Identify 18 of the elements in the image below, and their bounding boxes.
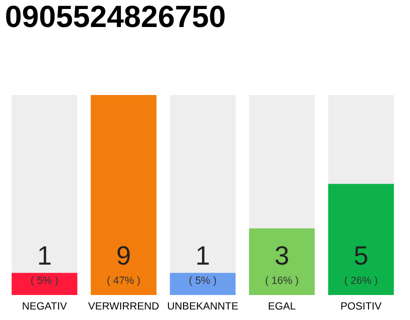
annotation: ( 5% )	[190, 276, 216, 286]
annotation: ( 16% )	[266, 276, 298, 286]
annotation: ( 5% )	[31, 276, 58, 286]
data-label: 5	[354, 246, 368, 265]
x-tick-label: UNBEKANNTE	[168, 302, 238, 310]
x-tick-label: EGAL	[268, 302, 296, 310]
chart-title: 0905524826750	[6, 6, 225, 28]
x-tick-label: VERWIRREND	[88, 302, 159, 310]
annotation: ( 26% )	[344, 276, 378, 286]
bar	[12, 272, 78, 296]
data-label: 1	[39, 246, 51, 265]
x-tick-label: NEGATIV	[22, 302, 67, 310]
data-label: 9	[118, 246, 130, 265]
data-label: 3	[276, 246, 288, 265]
annotation: ( 47% )	[107, 276, 140, 286]
bar	[170, 272, 236, 296]
data-label: 1	[197, 246, 209, 265]
x-tick-label: POSITIV	[341, 302, 382, 310]
